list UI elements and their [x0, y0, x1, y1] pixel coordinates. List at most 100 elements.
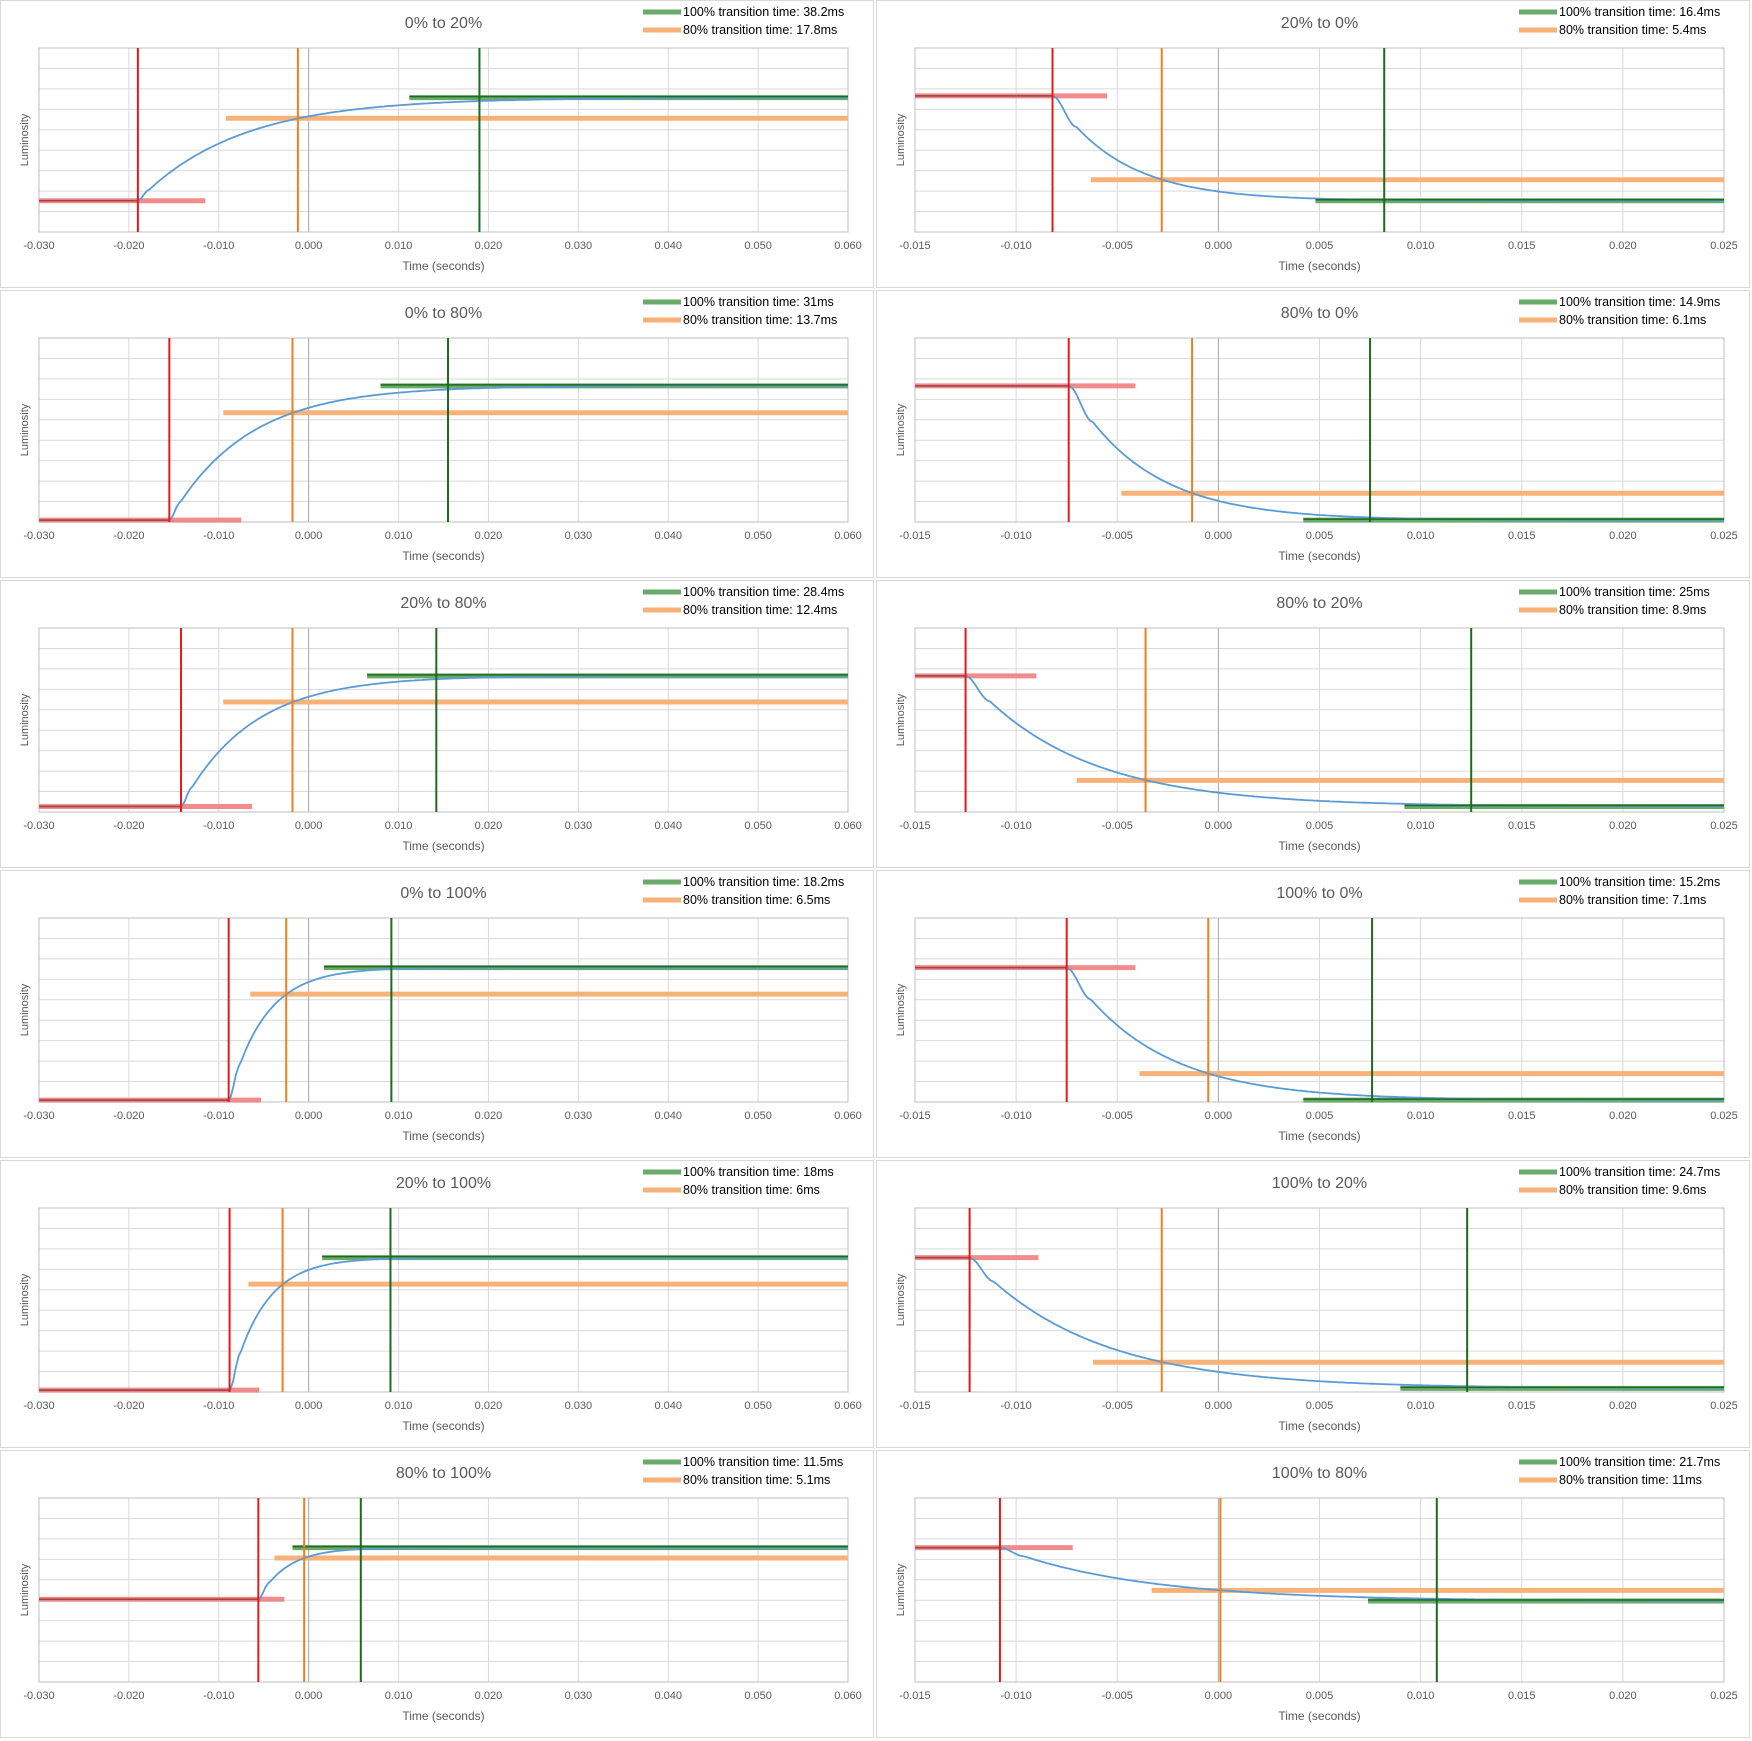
x-tick-label: 0.010	[1407, 240, 1435, 252]
chart-svg: -0.015 -0.010 -0.005 0.000 0.005 0.010 0.015 0.…	[895, 585, 1738, 853]
x-tick-label: 0.010	[385, 240, 413, 252]
legend-label-100: 100% transition time: 15.2ms	[1559, 875, 1720, 889]
x-tick-label: 0.000	[1205, 530, 1233, 542]
x-axis-label: Time (seconds)	[1278, 1129, 1360, 1143]
chart-panel: -0.015 -0.010 -0.005 0.000 0.005 0.010 0.015 0.…	[876, 290, 1750, 578]
chart-title: 100% to 80%	[1272, 1465, 1367, 1482]
luminosity-curve	[39, 96, 848, 202]
luminosity-curve	[39, 966, 848, 1102]
x-tick-label: 0.005	[1306, 1400, 1334, 1412]
chart-title: 80% to 20%	[1276, 595, 1362, 612]
x-tick-label: -0.020	[113, 530, 144, 542]
legend-label-80: 80% transition time: 12.4ms	[683, 603, 837, 617]
x-tick-label: -0.015	[899, 1110, 930, 1122]
x-tick-label: -0.010	[1001, 530, 1032, 542]
x-tick-label: -0.010	[1001, 1400, 1032, 1412]
x-tick-label: 0.020	[475, 240, 503, 252]
x-tick-label: 0.000	[295, 1110, 323, 1122]
x-tick-label: 0.020	[475, 820, 503, 832]
x-tick-label: 0.025	[1710, 240, 1738, 252]
y-axis-label: Luminosity	[895, 403, 907, 456]
x-tick-label: -0.010	[203, 1690, 234, 1702]
y-axis-label: Luminosity	[895, 113, 907, 166]
x-tick-label: 0.005	[1306, 530, 1334, 542]
x-tick-label: 0.030	[565, 530, 593, 542]
x-tick-label: 0.015	[1508, 1690, 1536, 1702]
x-axis-label: Time (seconds)	[402, 549, 484, 563]
chart-title: 0% to 80%	[405, 305, 482, 322]
x-tick-label: 0.060	[834, 1690, 862, 1702]
chart-title: 20% to 0%	[1281, 15, 1358, 32]
y-axis-label: Luminosity	[19, 693, 31, 746]
x-tick-label: -0.005	[1102, 820, 1133, 832]
x-tick-label: 0.025	[1710, 1400, 1738, 1412]
x-tick-label: 0.040	[654, 240, 682, 252]
x-tick-label: -0.010	[203, 820, 234, 832]
plot-area	[914, 1207, 1725, 1393]
x-tick-label: -0.030	[23, 1690, 54, 1702]
x-tick-label: -0.015	[899, 530, 930, 542]
plot-area	[38, 1497, 849, 1683]
x-tick-label: 0.005	[1306, 1110, 1334, 1122]
chart-svg: -0.030 -0.020 -0.010 0.000 0.010 0.020 0.030 0.…	[19, 875, 862, 1143]
x-tick-label: 0.030	[565, 240, 593, 252]
luminosity-curve	[39, 385, 848, 522]
x-axis-label: Time (seconds)	[1278, 839, 1360, 853]
chart-panel: -0.015 -0.010 -0.005 0.000 0.005 0.010 0.015 0.…	[876, 1450, 1750, 1738]
plot-area	[38, 337, 849, 523]
luminosity-curve	[39, 1256, 848, 1392]
x-tick-label: 0.050	[744, 1690, 772, 1702]
x-tick-label: -0.030	[23, 240, 54, 252]
x-tick-label: 0.010	[1407, 1400, 1435, 1412]
chart-svg: -0.015 -0.010 -0.005 0.000 0.005 0.010 0.015 0.…	[895, 1165, 1738, 1433]
y-axis-label: Luminosity	[19, 1563, 31, 1616]
x-tick-label: 0.040	[654, 820, 682, 832]
legend-label-100: 100% transition time: 24.7ms	[1559, 1165, 1720, 1179]
y-axis-label: Luminosity	[19, 403, 31, 456]
x-tick-label: 0.010	[385, 1110, 413, 1122]
legend-label-80: 80% transition time: 5.1ms	[683, 1473, 830, 1487]
y-axis-label: Luminosity	[19, 1273, 31, 1326]
chart-title: 20% to 100%	[396, 1175, 491, 1192]
x-tick-label: 0.030	[565, 1110, 593, 1122]
y-axis-label: Luminosity	[895, 693, 907, 746]
x-tick-label: 0.000	[1205, 1690, 1233, 1702]
legend-label-100: 100% transition time: 21.7ms	[1559, 1455, 1720, 1469]
x-tick-label: 0.025	[1710, 530, 1738, 542]
x-tick-label: -0.010	[203, 240, 234, 252]
x-tick-label: 0.040	[654, 1690, 682, 1702]
x-tick-label: 0.005	[1306, 820, 1334, 832]
chart-svg: -0.015 -0.010 -0.005 0.000 0.005 0.010 0.015 0.…	[895, 875, 1738, 1143]
chart-panel: -0.030 -0.020 -0.010 0.000 0.010 0.020 0.030 0.…	[0, 0, 874, 288]
x-tick-label: -0.030	[23, 820, 54, 832]
x-tick-label: 0.030	[565, 1690, 593, 1702]
x-tick-label: 0.060	[834, 1400, 862, 1412]
x-tick-label: 0.020	[475, 1690, 503, 1702]
x-tick-label: 0.000	[295, 1690, 323, 1702]
x-axis-label: Time (seconds)	[1278, 259, 1360, 273]
legend-label-100: 100% transition time: 11.5ms	[683, 1455, 843, 1469]
x-tick-label: -0.005	[1102, 530, 1133, 542]
x-tick-label: 0.010	[385, 1690, 413, 1702]
x-tick-label: -0.015	[899, 1690, 930, 1702]
chart-panel: -0.015 -0.010 -0.005 0.000 0.005 0.010 0.015 0.…	[876, 1160, 1750, 1448]
x-tick-label: -0.020	[113, 1400, 144, 1412]
x-tick-label: -0.010	[203, 1400, 234, 1412]
plot-area	[38, 917, 849, 1103]
chart-panel: -0.030 -0.020 -0.010 0.000 0.010 0.020 0.030 0.…	[0, 290, 874, 578]
x-tick-label: 0.010	[1407, 820, 1435, 832]
x-tick-label: 0.005	[1306, 240, 1334, 252]
x-tick-label: 0.060	[834, 820, 862, 832]
x-tick-label: -0.020	[113, 1690, 144, 1702]
chart-svg: -0.030 -0.020 -0.010 0.000 0.010 0.020 0.030 0.…	[19, 5, 862, 273]
chart-title: 80% to 100%	[396, 1465, 491, 1482]
x-tick-label: -0.020	[113, 240, 144, 252]
x-tick-label: 0.010	[1407, 1690, 1435, 1702]
x-tick-label: -0.010	[203, 530, 234, 542]
legend-label-80: 80% transition time: 6ms	[683, 1183, 820, 1197]
x-tick-label: 0.050	[744, 820, 772, 832]
x-tick-label: 0.020	[1609, 1110, 1637, 1122]
luminosity-curve	[39, 1546, 848, 1601]
x-tick-label: -0.005	[1102, 1690, 1133, 1702]
